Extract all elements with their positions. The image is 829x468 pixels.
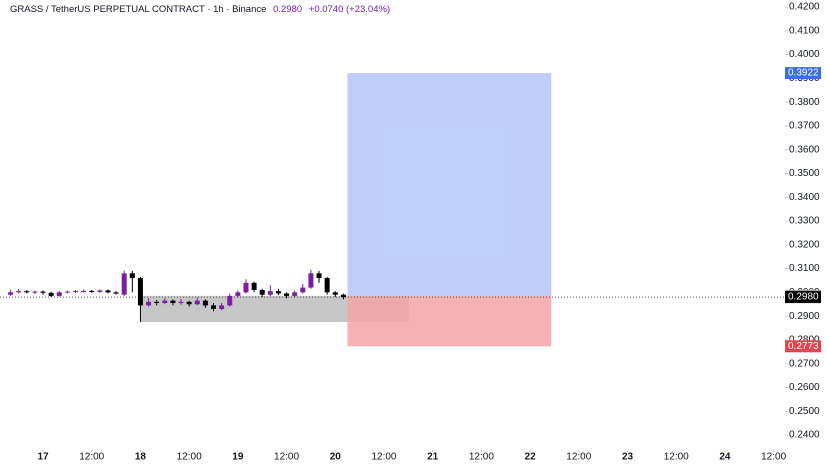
price-tag: [785, 291, 821, 304]
candle-body: [170, 300, 176, 304]
symbol-header: GRASS / TetherUS PERPETUAL CONTRACT · 1h…: [10, 4, 390, 15]
x-tick-label: 12:00: [79, 452, 104, 463]
candle-body: [105, 290, 111, 293]
x-tick-label: 12:00: [469, 452, 494, 463]
last-price: 0.2980: [273, 4, 303, 15]
candle-body: [64, 291, 70, 293]
y-tick-label: 0.3300: [789, 216, 820, 227]
x-tick-label: 12:00: [371, 452, 396, 463]
candle-body: [121, 273, 127, 295]
candle-body: [300, 287, 306, 293]
candle-body: [235, 292, 241, 296]
x-tick-label: 12:00: [274, 452, 299, 463]
candle-body: [292, 292, 298, 296]
candle-body: [89, 290, 95, 292]
candle-body: [275, 291, 281, 294]
candle-body: [56, 292, 62, 296]
x-tick-label: 17: [37, 452, 49, 463]
candle-body: [16, 291, 22, 293]
symbol-title: GRASS / TetherUS PERPETUAL CONTRACT · 1h…: [10, 4, 267, 15]
y-tick-label: 0.3100: [789, 263, 820, 274]
y-tick-label: 0.4200: [789, 2, 820, 13]
y-tick-label: 0.3500: [789, 168, 820, 179]
price-tag-label: 0.3922: [788, 68, 819, 79]
x-tick-label: 12:00: [761, 452, 786, 463]
candle-body: [202, 300, 208, 306]
x-tick-label: 20: [330, 452, 342, 463]
y-tick-label: 0.2400: [789, 430, 820, 441]
y-tick-label: 0.2700: [789, 358, 820, 369]
y-tick-label: 0.3200: [789, 239, 820, 250]
y-tick-label: 0.2600: [789, 382, 820, 393]
price-tag-label: 0.2773: [788, 341, 819, 352]
candle-body: [284, 293, 290, 296]
x-tick-label: 23: [622, 452, 634, 463]
candle-body: [194, 300, 200, 305]
y-tick-label: 0.2500: [789, 406, 820, 417]
x-tick-label: 19: [232, 452, 244, 463]
candle-body: [211, 305, 217, 309]
candle-body: [146, 301, 152, 306]
x-tick-label: 24: [719, 452, 731, 463]
candle-body: [324, 278, 330, 293]
loss-zone: [347, 295, 552, 347]
price-tag-label: 0.2980: [788, 292, 819, 303]
candle-body: [97, 290, 103, 292]
candle-body: [251, 282, 257, 290]
y-tick-label: 0.4100: [789, 25, 820, 36]
candle-body: [40, 291, 46, 293]
candle-body: [219, 305, 225, 309]
y-tick-label: 0.2900: [789, 311, 820, 322]
y-tick-label: 0.3700: [789, 121, 820, 132]
y-tick-label: 0.4000: [789, 49, 820, 60]
x-tick-label: 21: [427, 452, 439, 463]
candle-body: [8, 292, 14, 295]
candle-body: [332, 292, 338, 295]
candle-body: [81, 290, 87, 292]
candle-body: [162, 300, 168, 304]
x-tick-label: 22: [525, 452, 537, 463]
price-tag: [785, 340, 821, 353]
candle-body: [178, 301, 184, 304]
candle-body: [48, 292, 54, 296]
candle-body: [72, 291, 78, 293]
candle-body: [259, 289, 265, 295]
y-tick-label: 0.2800: [789, 335, 820, 346]
candle-body: [113, 292, 119, 294]
candle-body: [129, 273, 135, 279]
x-tick-label: 12:00: [664, 452, 689, 463]
candle-body: [227, 295, 233, 306]
candle-body: [243, 282, 249, 293]
candle-body: [316, 273, 322, 279]
price-change: +0.0740 (+23.04%): [308, 4, 391, 15]
candle-body: [154, 301, 160, 304]
x-tick-label: 12:00: [566, 452, 591, 463]
price-tag: [785, 67, 821, 80]
y-tick-label: 0.3800: [789, 97, 820, 108]
y-tick-label: 0.3400: [789, 192, 820, 203]
candle-body: [186, 301, 192, 305]
x-tick-label: 12:00: [177, 452, 202, 463]
candle-body: [308, 273, 314, 288]
candle-body: [137, 278, 143, 306]
profit-zone: [347, 73, 552, 296]
candle-body: [32, 291, 38, 293]
candle-body: [340, 294, 346, 298]
x-tick-label: 18: [135, 452, 147, 463]
candle-body: [267, 291, 273, 295]
y-tick-label: 0.3600: [789, 144, 820, 155]
candle-body: [24, 291, 30, 293]
